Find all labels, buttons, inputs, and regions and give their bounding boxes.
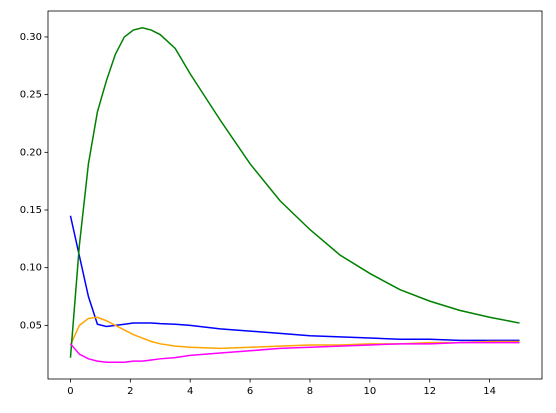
x-tick-label: 2	[127, 386, 133, 397]
x-tick-label: 6	[247, 386, 253, 397]
y-tick-label: 0.15	[20, 205, 42, 216]
y-tick-label: 0.10	[20, 263, 42, 274]
plot-frame	[47, 10, 543, 380]
y-tick-label: 0.20	[20, 147, 42, 158]
line	[69, 26, 520, 358]
x-tick-label: 10	[363, 386, 376, 397]
x-tick-label: 8	[307, 386, 313, 397]
y-tick-label: 0.30	[20, 32, 42, 43]
y-tick-label: 0.25	[20, 90, 42, 101]
y-tick-label: 0.05	[20, 320, 42, 331]
line	[69, 215, 520, 342]
x-tick-label: 4	[187, 386, 193, 397]
x-tick-label: 0	[67, 386, 73, 397]
x-tick-label: 14	[483, 386, 496, 397]
line	[69, 341, 520, 364]
x-tick-label: 12	[423, 386, 436, 397]
line	[69, 316, 520, 350]
